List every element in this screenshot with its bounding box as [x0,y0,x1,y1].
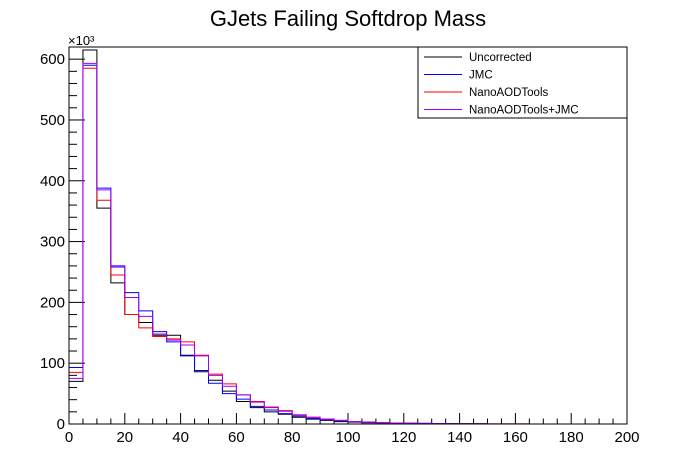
x-tick-label: 100 [335,429,360,446]
y-tick-label: 200 [40,294,65,311]
x-tick-label: 0 [65,429,73,446]
plot-frame [68,46,628,425]
y-tick-label: 300 [40,234,65,251]
x-tick-label: 60 [228,429,245,446]
y-multiplier-label: ×10³ [68,33,95,48]
chart-title: GJets Failing Softdrop Mass [210,6,486,31]
x-tick-label: 200 [614,429,639,446]
x-tick-label: 140 [447,429,472,446]
y-tick-label: 100 [40,355,65,372]
legend: Uncorrected JMC NanoAODTools NanoAODTools+J… [417,46,628,119]
legend-box [417,46,628,119]
legend-entry-label: NanoAODTools+JMC [469,105,579,117]
x-tick-label: 160 [503,429,528,446]
x-tick-label: 120 [391,429,416,446]
legend-entry-label: NanoAODTools [469,87,549,99]
x-tick-label: 20 [116,429,133,446]
y-tick-label: 500 [40,112,65,129]
x-tick-label: 40 [172,429,189,446]
x-tick-label: 180 [559,429,584,446]
series-nanoaodtools-line [68,67,628,425]
x-tick-label: 80 [284,429,301,446]
legend-entry-label: JMC [469,70,493,82]
y-tick-label: 600 [40,51,65,68]
legend-entry-label: Uncorrected [469,52,532,64]
axes-layer: 0 20 40 60 80 100 120 140 160 180 200 0 100 200 300 400… [40,46,640,446]
series-jmc-line [68,64,627,425]
y-tick-label: 400 [40,173,65,190]
y-tick-label: 0 [57,416,65,433]
